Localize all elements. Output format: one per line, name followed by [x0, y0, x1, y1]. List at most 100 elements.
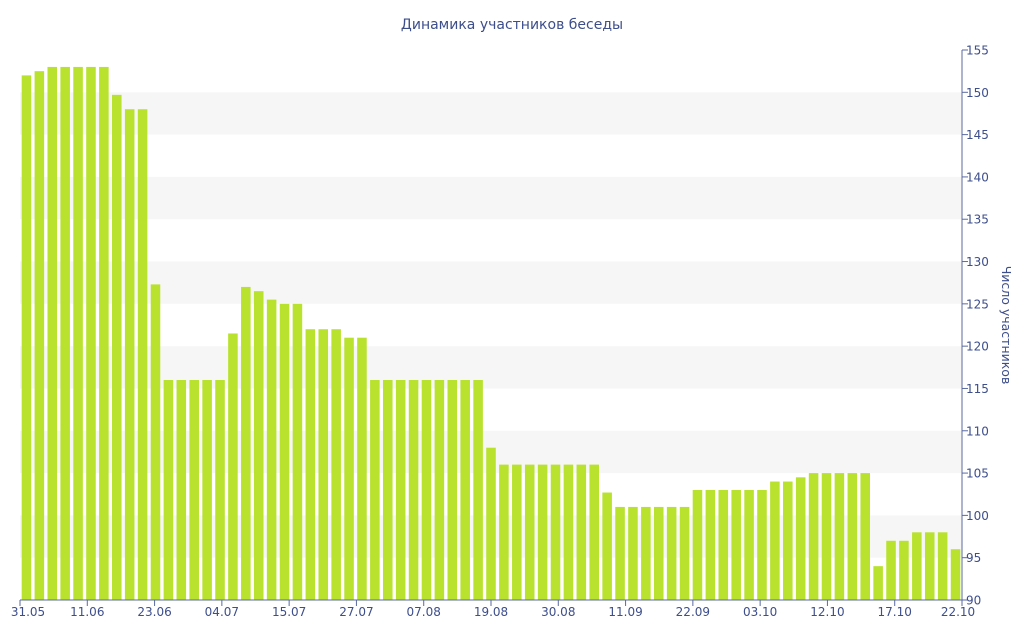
bar: [666, 506, 677, 600]
bar: [292, 303, 303, 600]
bar: [731, 490, 741, 600]
y-tick-label: 105: [966, 467, 989, 481]
bar: [744, 490, 754, 600]
bar: [860, 473, 870, 600]
bar: [524, 464, 535, 600]
bar: [899, 540, 909, 600]
bar: [679, 506, 690, 600]
bar: [99, 66, 109, 600]
bar: [86, 66, 96, 600]
bar: [512, 464, 522, 600]
bar: [886, 540, 896, 600]
bar: [795, 477, 806, 600]
x-tick-label: 31.05: [11, 605, 45, 619]
bar: [34, 71, 45, 600]
y-tick-label: 90: [966, 594, 981, 608]
bar: [73, 66, 83, 600]
bar: [692, 490, 703, 600]
bar: [705, 490, 716, 600]
grid-band: [20, 176, 962, 220]
x-tick-label: 15.07: [272, 605, 306, 619]
y-tick-label: 135: [966, 213, 989, 227]
bar: [382, 380, 393, 600]
bar: [112, 94, 122, 600]
bar: [202, 380, 212, 600]
y-tick-label: 100: [966, 509, 989, 523]
bar: [473, 380, 483, 600]
bar: [834, 473, 845, 600]
y-tick-label: 140: [966, 170, 989, 184]
bar: [653, 506, 664, 600]
bar: [305, 329, 316, 600]
bar: [266, 299, 277, 600]
bar: [447, 380, 458, 600]
x-tick-label: 27.07: [339, 605, 373, 619]
bar: [912, 532, 922, 600]
bar: [137, 109, 148, 600]
x-tick-label: 30.08: [541, 605, 575, 619]
bar: [602, 492, 612, 600]
bar: [847, 473, 858, 600]
y-tick-label: 145: [966, 128, 989, 142]
x-tick-label: 23.06: [137, 605, 171, 619]
y-tick-label: 120: [966, 340, 989, 354]
bar: [279, 303, 290, 600]
bar: [550, 464, 561, 600]
x-tick-label: 11.09: [608, 605, 642, 619]
y-axis-title: Число участников: [999, 266, 1014, 385]
x-tick-label: 07.08: [407, 605, 441, 619]
y-tick-label: 130: [966, 255, 989, 269]
x-tick-label: 19.08: [474, 605, 508, 619]
bar: [357, 337, 367, 600]
bar: [408, 380, 419, 600]
bar: [163, 380, 174, 600]
bars-group: [21, 66, 961, 600]
bar: [821, 473, 832, 600]
y-tick-label: 125: [966, 297, 989, 311]
grid-bands: [20, 92, 962, 558]
bar: [808, 473, 819, 600]
bar: [615, 506, 625, 600]
bar: [937, 532, 948, 600]
y-tick-label: 95: [966, 551, 981, 565]
y-tick-label: 115: [966, 382, 989, 396]
bar: [176, 380, 187, 600]
x-tick-label: 22.09: [676, 605, 710, 619]
grid-band: [20, 92, 962, 135]
axes-group: 90 95 100 105 110 115 120 125 130 135 140 145 150 155…: [11, 44, 989, 620]
bar: [150, 284, 161, 600]
bar: [318, 329, 329, 600]
bar: [421, 380, 432, 600]
x-tick-label: 12.10: [810, 605, 844, 619]
y-tick-label: 110: [966, 424, 989, 438]
bar: [563, 464, 574, 600]
bar: [331, 329, 341, 600]
bar: [537, 464, 548, 600]
grid-band: [20, 346, 962, 389]
bar: [241, 286, 251, 600]
y-tick-label: 155: [966, 44, 989, 58]
bar: [434, 380, 445, 600]
chart-title: Динамика участников беседы: [401, 17, 623, 33]
bar: [60, 66, 70, 600]
bar: [628, 506, 638, 600]
bar: [718, 490, 729, 600]
bar: [253, 291, 264, 600]
bar: [499, 464, 509, 600]
bar: [873, 566, 883, 600]
bar: [228, 333, 238, 600]
x-tick-label: 17.10: [878, 605, 912, 619]
x-tick-label: 11.06: [70, 605, 104, 619]
bar: [950, 549, 961, 600]
x-tick-label: 22.10: [941, 605, 975, 619]
bar: [924, 532, 935, 600]
y-tick-label: 150: [966, 86, 989, 100]
x-tick-label: 04.07: [205, 605, 239, 619]
grid-band: [20, 261, 962, 304]
x-tick-label: 03.10: [743, 605, 777, 619]
bar: [486, 447, 496, 600]
bar: [460, 380, 470, 600]
bar: [370, 380, 380, 600]
